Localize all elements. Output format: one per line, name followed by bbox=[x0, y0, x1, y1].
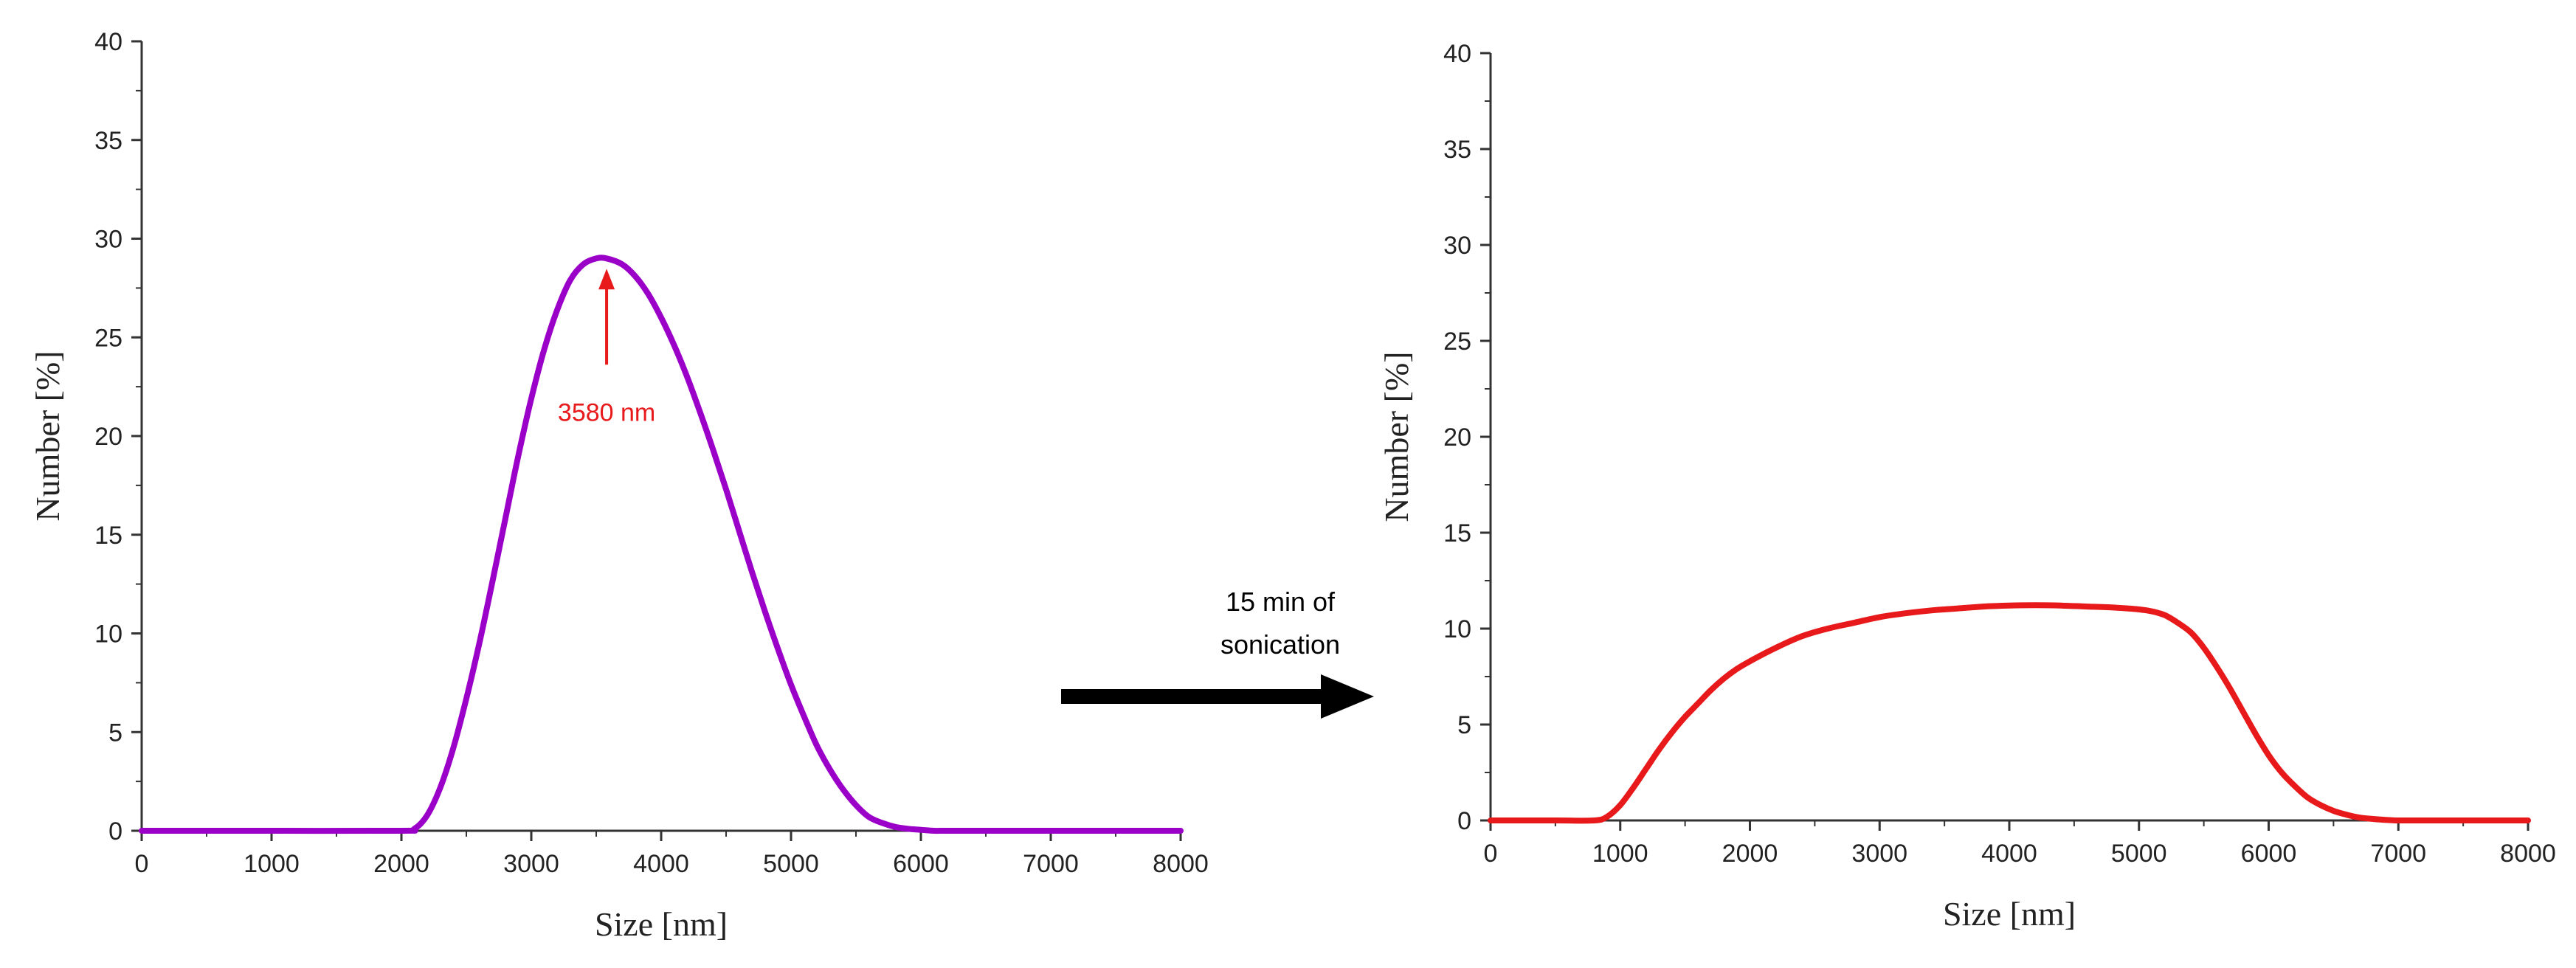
y-tick-label-after: 15 bbox=[1443, 519, 1471, 547]
series-line-before bbox=[139, 255, 1184, 834]
x-tick-label-before: 4000 bbox=[633, 850, 689, 878]
sonication-transition: 15 min of sonication bbox=[1061, 587, 1374, 719]
plot-area-after: 0 5 10 15 20 25 30 35 40 0 1000 2000 3000 4000 5000 600… bbox=[1443, 40, 2556, 868]
y-tick-label-before: 20 bbox=[94, 423, 122, 451]
y-tick-label-after: 20 bbox=[1443, 424, 1471, 452]
x-tick-label-after: 1000 bbox=[1592, 840, 1648, 868]
x-tick-label-before: 1000 bbox=[244, 850, 300, 878]
y-axis-title-before: Number [%] bbox=[29, 350, 66, 521]
y-tick-label-before: 15 bbox=[94, 522, 122, 550]
x-tick-label-after: 4000 bbox=[1981, 840, 2037, 868]
x-tick-label-after: 5000 bbox=[2111, 840, 2167, 868]
x-tick-label-before: 7000 bbox=[1023, 850, 1079, 878]
x-tick-label-before: 3000 bbox=[503, 850, 559, 878]
y-tick-label-after: 35 bbox=[1443, 136, 1471, 164]
transition-label-line2: sonication bbox=[1220, 629, 1340, 660]
y-tick-label-after: 0 bbox=[1457, 807, 1471, 835]
x-tick-label-after: 7000 bbox=[2370, 840, 2426, 868]
right-arrow-icon bbox=[1061, 674, 1374, 719]
y-tick-label-before: 40 bbox=[94, 28, 122, 56]
series-line-after bbox=[1488, 602, 2531, 824]
x-tick-label-before: 2000 bbox=[373, 850, 429, 878]
y-tick-label-before: 10 bbox=[94, 620, 122, 649]
x-tick-label-before: 0 bbox=[135, 850, 149, 878]
y-tick-label-after: 10 bbox=[1443, 615, 1471, 643]
y-tick-label-before: 0 bbox=[108, 817, 122, 846]
x-tick-label-after: 6000 bbox=[2241, 840, 2297, 868]
y-tick-label-after: 5 bbox=[1457, 711, 1471, 739]
chart-before-sonication: 0 5 10 15 20 25 30 35 40 0 1000 2000 3000 4000 5000 600… bbox=[29, 28, 1209, 943]
x-tick-label-after: 0 bbox=[1484, 840, 1498, 868]
y-tick-label-before: 5 bbox=[108, 719, 122, 747]
x-tick-label-before: 5000 bbox=[763, 850, 819, 878]
plot-area-before: 0 5 10 15 20 25 30 35 40 0 1000 2000 3000 4000 5000 600… bbox=[94, 28, 1209, 878]
x-tick-label-before: 6000 bbox=[893, 850, 949, 878]
y-tick-label-before: 25 bbox=[94, 324, 122, 352]
y-tick-label-before: 30 bbox=[94, 226, 122, 254]
y-axis-title-after: Number [%] bbox=[1378, 351, 1415, 522]
peak-annotation-label: 3580 nm bbox=[558, 398, 655, 426]
y-tick-label-after: 30 bbox=[1443, 232, 1471, 260]
x-tick-label-after: 3000 bbox=[1851, 840, 1907, 868]
y-tick-label-after: 40 bbox=[1443, 40, 1471, 68]
transition-label-line1: 15 min of bbox=[1226, 587, 1336, 617]
x-axis-title-after: Size [nm] bbox=[1943, 895, 2076, 933]
x-tick-label-after: 8000 bbox=[2500, 840, 2556, 868]
x-tick-label-before: 8000 bbox=[1153, 850, 1209, 878]
y-tick-label-before: 35 bbox=[94, 127, 122, 155]
chart-after-sonication: 0 5 10 15 20 25 30 35 40 0 1000 2000 3000 4000 5000 600… bbox=[1378, 40, 2556, 933]
up-arrow-icon bbox=[598, 269, 615, 290]
y-tick-label-after: 25 bbox=[1443, 328, 1471, 356]
x-axis-title-before: Size [nm] bbox=[595, 905, 728, 943]
x-tick-label-after: 2000 bbox=[1722, 840, 1778, 868]
